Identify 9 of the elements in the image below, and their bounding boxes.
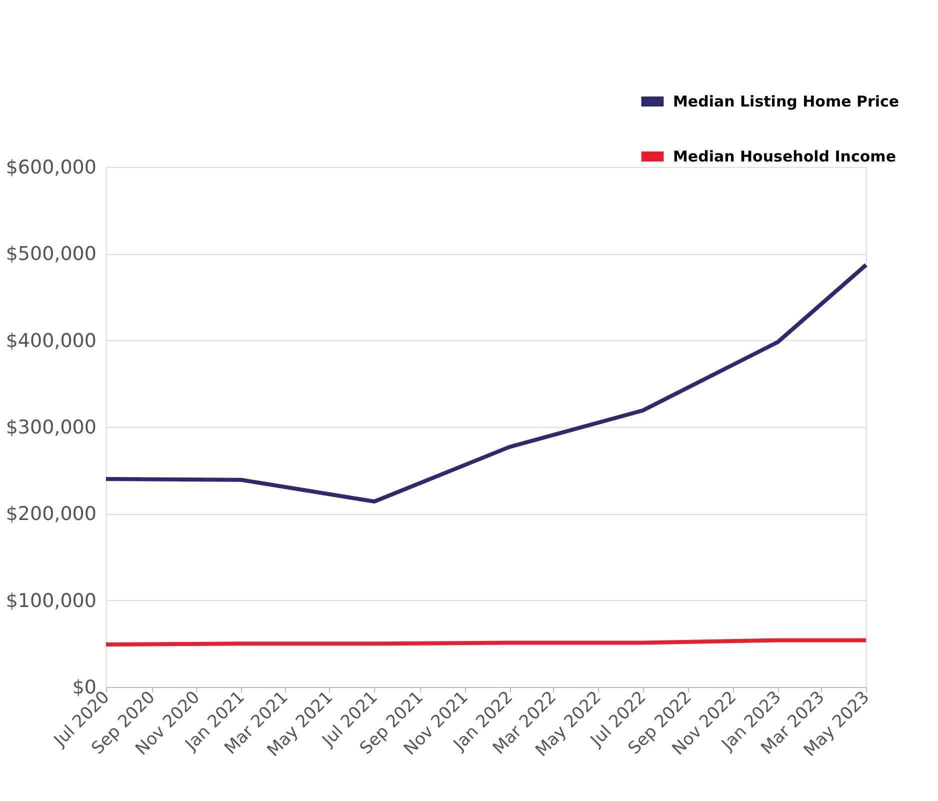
legend-label: Median Household Income bbox=[673, 148, 896, 166]
y-tick-label: $100,000 bbox=[6, 590, 96, 612]
y-tick-label: $300,000 bbox=[6, 416, 96, 438]
y-tick-label: $400,000 bbox=[6, 330, 96, 352]
y-tick-label: $600,000 bbox=[6, 156, 96, 178]
y-tick-label: $500,000 bbox=[6, 243, 96, 266]
y-tick-label: $200,000 bbox=[6, 503, 96, 526]
line-series bbox=[104, 262, 868, 504]
legend-label: Median Listing Home Price bbox=[673, 92, 900, 110]
